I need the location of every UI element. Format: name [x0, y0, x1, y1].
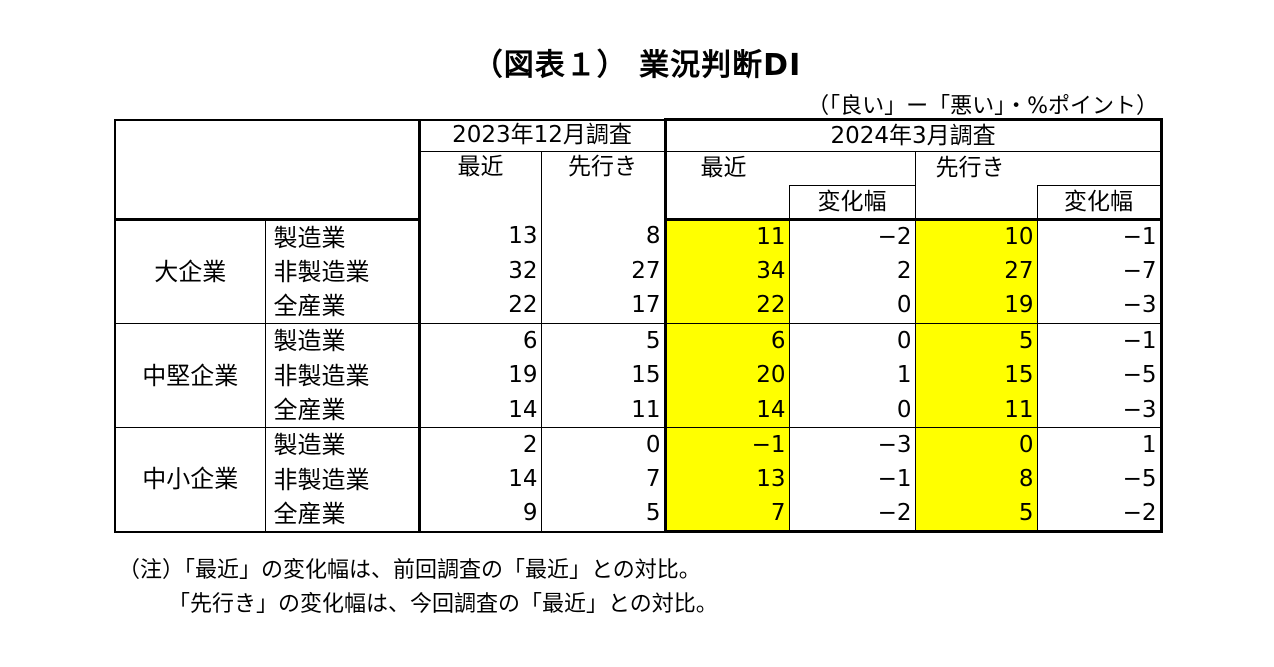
cell-dec-recent: 32 [419, 254, 542, 289]
table-row: 全産業 22 17 22 0 19 −3 [115, 288, 1163, 324]
header-mar-recent-blank [663, 185, 789, 221]
cell-mar-forward: 11 [914, 392, 1037, 428]
table-row: 非製造業 14 7 13 −1 8 −5 [115, 462, 1163, 497]
header-survey-dec: 2023年12月調査 [419, 118, 666, 152]
cell-dec-forward: 8 [645, 223, 661, 250]
group-label: 中小企業 [114, 427, 266, 533]
cell-dec-forward: 27 [631, 258, 661, 285]
cell-mar-forward-change: −2 [1036, 497, 1163, 534]
industry-label: 全産業 [265, 497, 421, 533]
table-row: 中堅企業 製造業 6 5 6 0 5 −1 [114, 323, 1163, 429]
footnote-2: 「先行き」の変化幅は、今回調査の「最近」との対比。 [168, 592, 718, 617]
header-mar-forward-change: 変化幅 [1036, 185, 1163, 221]
header-dec-forward: 先行き [568, 154, 637, 180]
cell-mar-forward-change: −1 [1036, 219, 1163, 255]
cell-dec-forward: 0 [541, 427, 665, 463]
cell-mar-recent-change: −2 [788, 219, 915, 255]
cell-dec-forward: 11 [631, 396, 661, 423]
cell-mar-forward: 10 [914, 219, 1037, 255]
cell-mar-forward-change: −5 [1036, 358, 1163, 393]
cell-mar-recent: 22 [663, 288, 789, 324]
cell-dec-forward: 5 [541, 497, 665, 533]
cell-dec-recent: 19 [419, 358, 542, 393]
cell-mar-forward-change: −7 [1036, 254, 1163, 289]
table-row: 中小企業 製造業 2 0 −1 −3 0 1 [114, 427, 1163, 533]
cell-mar-recent: 13 [663, 462, 789, 497]
header-survey-mar: 2024年3月調査 [663, 118, 1163, 152]
footnote-1: （注）「最近」の変化幅は、前回調査の「最近」との対比。 [118, 558, 701, 583]
di-table: 2023年12月調査 2024年3月調査 最近 先行き 最近 先行き 変化幅 変… [114, 118, 1163, 534]
cell-mar-recent-change: −1 [788, 462, 915, 497]
industry-label: 全産業 [265, 288, 421, 324]
industry-label: 非製造業 [265, 254, 421, 289]
cell-dec-forward: 5 [541, 323, 665, 359]
table-row: 非製造業 19 15 20 1 15 −5 [115, 358, 1163, 393]
unit-note: （「良い」ー「悪い」・%ポイント） [807, 94, 1158, 119]
cell-mar-recent: 34 [663, 254, 789, 289]
cell-dec-forward: 7 [645, 466, 661, 493]
page-title: （図表１） 業況判断DI [472, 48, 802, 83]
cell-mar-forward-change: −3 [1036, 392, 1163, 428]
cell-dec-recent: 6 [419, 323, 542, 359]
table-row: 全産業 9 5 7 −2 5 −2 [115, 497, 1163, 534]
cell-mar-recent: 11 [663, 219, 789, 255]
header-mar-recent-change: 変化幅 [788, 185, 915, 221]
cell-mar-forward: 0 [914, 427, 1037, 463]
industry-label: 全産業 [265, 392, 421, 428]
cell-dec-recent: 9 [419, 497, 542, 533]
cell-dec-recent: 14 [419, 392, 542, 428]
cell-mar-forward: 15 [914, 358, 1037, 393]
industry-label: 製造業 [265, 427, 421, 463]
cell-mar-forward: 19 [914, 288, 1037, 324]
cell-mar-recent-change: 0 [788, 323, 915, 359]
header-mar-recent: 最近 [663, 151, 915, 186]
cell-dec-recent: 22 [419, 288, 542, 324]
cell-mar-recent: 14 [663, 392, 789, 428]
table-row: 非製造業 32 27 34 2 27 −7 [115, 254, 1163, 289]
cell-mar-recent: 6 [663, 323, 789, 359]
header-mar-forward-blank [914, 185, 1037, 221]
industry-label: 非製造業 [265, 462, 421, 497]
cell-mar-recent: 20 [663, 358, 789, 393]
group-label: 大企業 [114, 218, 266, 325]
cell-dec-recent: 2 [419, 427, 542, 463]
cell-mar-recent-change: 0 [788, 392, 915, 428]
cell-mar-recent-change: 1 [788, 358, 915, 393]
cell-mar-forward: 5 [914, 497, 1037, 534]
cell-mar-forward: 5 [914, 323, 1037, 359]
cell-mar-recent-change: 2 [788, 254, 915, 289]
cell-dec-forward: 17 [631, 292, 661, 319]
cell-mar-forward-change: −1 [1036, 323, 1163, 359]
industry-label: 製造業 [265, 219, 421, 255]
cell-dec-recent: 14 [419, 462, 542, 497]
cell-dec-forward: 15 [631, 362, 661, 389]
cell-mar-recent-change: −2 [788, 497, 915, 534]
cell-mar-forward-change: −5 [1036, 462, 1163, 497]
cell-mar-recent-change: −3 [788, 427, 915, 463]
group-label: 中堅企業 [114, 323, 266, 429]
industry-label: 非製造業 [265, 358, 421, 393]
cell-dec-recent: 13 [419, 219, 542, 255]
industry-label: 製造業 [265, 323, 421, 359]
cell-mar-forward-change: −3 [1036, 288, 1163, 324]
cell-mar-forward: 27 [914, 254, 1037, 289]
table-row: 大企業 製造業 13 8 11 −2 10 −1 [114, 218, 1163, 325]
header-mar-forward: 先行き [914, 151, 1163, 186]
cell-mar-recent: 7 [663, 497, 789, 534]
table-row: 全産業 14 11 14 0 11 −3 [115, 392, 1163, 428]
header-dec-recent: 最近 [419, 151, 542, 220]
cell-mar-forward-change: 1 [1036, 427, 1163, 463]
cell-mar-recent: −1 [663, 427, 789, 463]
cell-mar-recent-change: 0 [788, 288, 915, 324]
cell-mar-forward: 8 [914, 462, 1037, 497]
corner-cell [114, 118, 421, 221]
